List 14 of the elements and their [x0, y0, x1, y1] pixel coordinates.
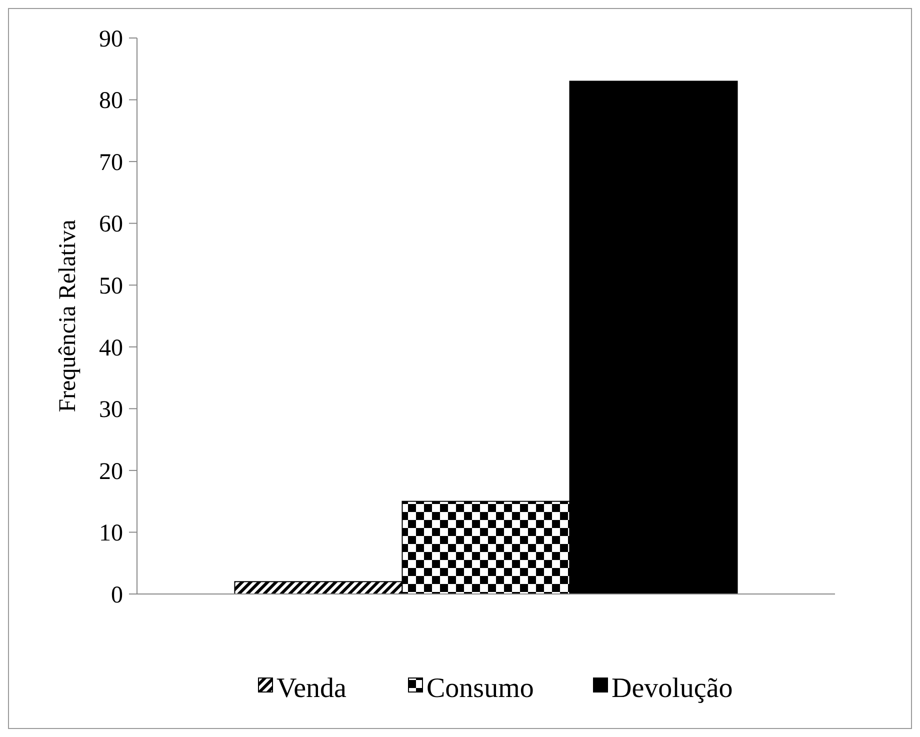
y-axis-title: Frequência Relativa [55, 219, 81, 412]
y-tick-label: 80 [99, 88, 123, 114]
legend-label: Devolução [612, 672, 733, 704]
y-tick-label: 60 [99, 212, 123, 238]
y-tick-label: 20 [99, 458, 123, 485]
legend-label: Venda [276, 672, 348, 704]
y-tick-label: 90 [99, 26, 123, 52]
y-tick-label: 50 [99, 274, 123, 300]
y-tick-label: 70 [99, 150, 123, 176]
y-tick-label: 0 [111, 582, 123, 608]
y-tick-label: 40 [99, 335, 123, 362]
y-tick-label: 10 [99, 520, 123, 547]
legend-label: Consumo [426, 672, 534, 704]
y-tick-label: 30 [99, 397, 123, 424]
